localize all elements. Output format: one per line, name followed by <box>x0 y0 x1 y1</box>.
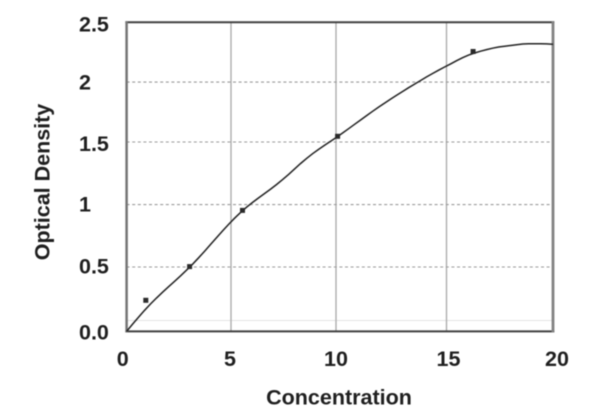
svg-text:1.5: 1.5 <box>79 132 109 156</box>
svg-text:5: 5 <box>224 347 236 371</box>
svg-text:Optical Density: Optical Density <box>31 104 55 261</box>
svg-text:2: 2 <box>79 71 91 95</box>
svg-text:15: 15 <box>437 347 461 371</box>
svg-text:20: 20 <box>545 347 569 371</box>
svg-text:2.5: 2.5 <box>79 13 109 37</box>
svg-text:0: 0 <box>117 347 129 371</box>
svg-text:0.0: 0.0 <box>79 321 109 345</box>
svg-text:Concentration: Concentration <box>266 386 412 410</box>
svg-text:0.5: 0.5 <box>79 255 109 279</box>
svg-text:10: 10 <box>324 347 348 371</box>
svg-text:1: 1 <box>79 193 91 217</box>
